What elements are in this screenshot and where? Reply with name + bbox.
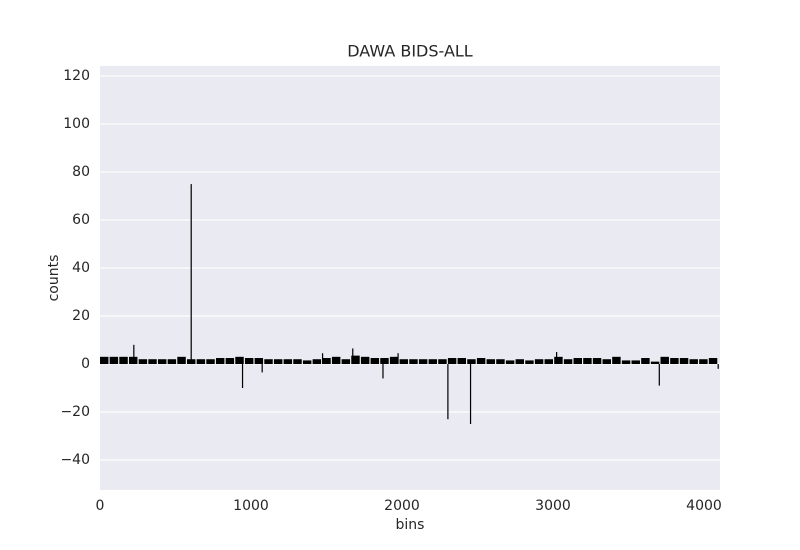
bar [283,359,293,365]
bar [352,348,354,365]
bar [273,359,283,365]
bar [312,359,322,365]
bar [496,359,505,365]
bar [244,358,254,365]
x-axis-label: bins [396,517,425,533]
bar [428,359,438,365]
bar [382,364,384,379]
chart-title: DAWA BIDS-ALL [347,42,473,61]
bar [525,360,534,365]
bar [467,359,476,365]
bar [399,359,409,365]
bar [515,359,525,365]
y-tick-label: −20 [60,404,90,420]
bar [241,364,244,389]
bar [167,359,177,365]
x-tick-label: 3000 [535,498,571,514]
bar [380,358,389,365]
bar [196,359,206,365]
bar [351,355,360,365]
bar [418,359,428,365]
bar [573,358,582,365]
bar [215,358,225,365]
bar [469,364,472,425]
y-tick-label: 120 [63,68,90,84]
bar [486,359,496,365]
x-tick-label: 0 [96,498,105,514]
bar [341,359,351,365]
bar [583,358,592,365]
bar [457,358,467,365]
bar [447,358,457,365]
x-tick-label: 4000 [686,498,722,514]
bar [679,358,689,365]
bar [138,359,148,365]
bar [100,356,109,365]
bar [658,364,660,386]
bar [592,358,602,365]
bar [699,359,708,365]
bar [505,360,515,365]
y-tick-label: 80 [72,164,90,180]
bar [235,356,244,365]
bar [322,358,331,365]
bar [660,356,669,365]
bar [128,356,138,365]
bar [389,356,399,365]
bar [157,359,167,365]
bar [717,364,719,369]
x-tick-label: 1000 [233,498,269,514]
bar [631,360,640,365]
y-tick-label: −40 [60,452,90,468]
bar [397,353,399,365]
x-tick-label: 2000 [384,498,420,514]
bar [133,344,135,365]
bar [370,358,380,365]
bar [261,364,263,373]
y-tick-label: 20 [72,308,90,324]
bar [321,353,324,365]
bar [544,359,553,365]
bar [331,356,341,365]
bar [689,359,698,365]
bar [650,361,660,365]
bar [225,358,235,365]
plot-area [100,66,720,490]
bar [708,358,718,365]
bar [254,358,264,365]
bar [447,364,449,420]
y-axis-label: counts [46,255,62,302]
bar [554,356,563,365]
bar [190,184,192,365]
bar [602,359,611,365]
bar [621,360,631,365]
bar [119,356,128,365]
bar [206,359,215,365]
y-tick-label: 0 [81,356,90,372]
bar [438,359,447,365]
bar [109,356,119,365]
y-tick-label: 40 [72,260,90,276]
bar [612,356,621,365]
bar [641,358,650,365]
bar [264,359,273,365]
bar [476,358,486,365]
bar [409,359,418,365]
bar [563,359,573,365]
bar [293,359,302,365]
bar [360,356,370,365]
bar [302,360,312,365]
bar [670,358,679,365]
y-tick-label: 100 [63,116,90,132]
bar [534,359,544,365]
bar [556,352,558,365]
bar [177,356,186,365]
y-tick-label: 60 [72,212,90,228]
bar [148,359,157,365]
